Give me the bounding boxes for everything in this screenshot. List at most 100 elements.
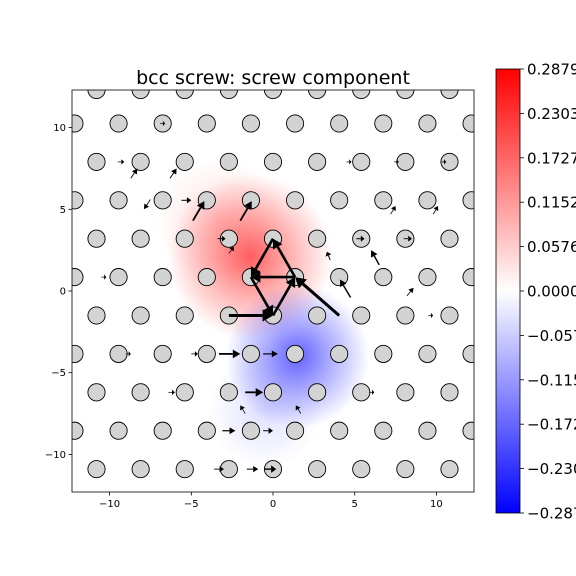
atom-marker xyxy=(72,114,84,133)
atom-marker xyxy=(286,114,305,133)
heat-blob-positive xyxy=(154,156,284,286)
displacement-arrow xyxy=(240,405,246,414)
atom-marker xyxy=(440,306,459,325)
y-tick-label: −5 xyxy=(51,368,66,379)
atom-marker xyxy=(175,152,194,171)
atom-marker xyxy=(374,114,393,133)
y-tick-label: 5 xyxy=(60,205,66,216)
atom-marker xyxy=(308,229,327,248)
atom-marker xyxy=(263,383,283,402)
atom-marker xyxy=(396,306,415,325)
displacement-arrows xyxy=(101,120,447,473)
atom-marker xyxy=(308,152,327,171)
x-tick-label: 0 xyxy=(270,499,276,510)
atom-marker xyxy=(462,191,474,210)
atom-marker xyxy=(72,191,84,210)
atom-marker xyxy=(219,383,238,402)
colorbar-gradient xyxy=(495,68,521,514)
x-axis: −10 −5 0 5 10 xyxy=(99,492,443,510)
atom-marker xyxy=(153,268,172,287)
displacement-arrow xyxy=(272,238,297,278)
heat-blob-negative xyxy=(207,352,323,468)
colorbar-ticks: 0.2879 0.2303 0.1727 0.1152 0.0576 0.0000 −0.0… xyxy=(520,61,576,523)
colorbar-tick-label: 0.0576 xyxy=(527,238,576,256)
colorbar-tick-label: −0.2303 xyxy=(527,460,576,478)
atom-marker xyxy=(153,191,172,210)
plot-area: −10 −5 0 5 10 −10 −5 0 5 10 xyxy=(45,89,475,510)
atom-marker xyxy=(153,421,172,440)
atom-marker xyxy=(330,268,349,287)
atom-marker xyxy=(286,191,305,210)
colorbar-tick-label: 0.0000 xyxy=(527,283,576,301)
atom-marker xyxy=(396,152,415,171)
displacement-arrow xyxy=(263,350,278,358)
atom-marker xyxy=(219,152,238,171)
displacement-arrow xyxy=(249,276,274,316)
displacement-arrow xyxy=(168,389,175,395)
displacement-arrow xyxy=(428,312,434,319)
atom-marker xyxy=(308,383,327,402)
atom-marker xyxy=(352,152,371,171)
atom-marker xyxy=(72,268,84,287)
colorbar-tick-label: 0.2303 xyxy=(527,105,576,123)
atom-marker xyxy=(197,268,216,287)
atom-marker xyxy=(396,383,415,402)
atom-marker xyxy=(440,460,459,479)
atom-marker xyxy=(352,383,371,402)
displacement-arrow xyxy=(406,287,414,297)
atom-marker xyxy=(175,229,194,248)
atom-marker xyxy=(109,344,128,363)
atom-marker xyxy=(175,383,194,402)
atom-marker xyxy=(153,344,172,363)
displacement-arrow xyxy=(264,465,277,473)
atom-marker xyxy=(109,114,128,133)
y-tick-label: 10 xyxy=(53,123,66,134)
atom-marker xyxy=(72,421,84,440)
displacement-arrow xyxy=(181,197,192,204)
atom-marker xyxy=(330,421,349,440)
displacement-arrow xyxy=(271,277,296,317)
displacement-arrow xyxy=(441,159,447,165)
displacement-arrow xyxy=(169,168,177,179)
atom-layer xyxy=(72,90,474,479)
heatmap-field xyxy=(154,156,370,468)
y-tick-label: −10 xyxy=(45,450,66,461)
atom-marker xyxy=(462,268,474,287)
atom-marker xyxy=(175,306,194,325)
atom-marker xyxy=(330,114,349,133)
atom-marker xyxy=(396,460,415,479)
displacement-arrow xyxy=(246,466,259,473)
atom-marker xyxy=(109,191,128,210)
atom-marker xyxy=(286,421,305,440)
atom-marker xyxy=(374,191,393,210)
x-tick-label: 10 xyxy=(430,499,443,510)
atom-marker xyxy=(418,114,437,133)
chart-title: bcc screw: screw component xyxy=(136,67,410,89)
atom-marker xyxy=(462,114,474,133)
displacement-arrow xyxy=(371,250,380,266)
atom-marker xyxy=(241,421,260,440)
displacement-arrow xyxy=(390,206,396,215)
atom-marker xyxy=(286,344,305,363)
atom-marker xyxy=(87,152,106,171)
atom-marker xyxy=(131,229,150,248)
displacement-arrow xyxy=(346,159,352,165)
x-tick-label: 5 xyxy=(352,499,358,510)
colorbar-tick-label: 0.1152 xyxy=(527,194,576,212)
displacement-arrow xyxy=(356,235,365,242)
displacement-arrow xyxy=(340,279,352,298)
atom-marker xyxy=(418,191,437,210)
displacement-arrow xyxy=(239,201,252,222)
displacement-arrow xyxy=(125,351,131,357)
atom-marker xyxy=(330,344,349,363)
displacement-arrow xyxy=(263,427,273,434)
displacement-arrow xyxy=(369,389,375,395)
atom-marker xyxy=(418,344,437,363)
atom-marker xyxy=(462,344,474,363)
atom-marker xyxy=(131,306,150,325)
atom-marker xyxy=(352,306,371,325)
x-tick-label: −5 xyxy=(184,499,199,510)
atom-marker xyxy=(440,152,459,171)
atom-marker xyxy=(374,268,393,287)
displacement-arrow xyxy=(130,168,138,179)
